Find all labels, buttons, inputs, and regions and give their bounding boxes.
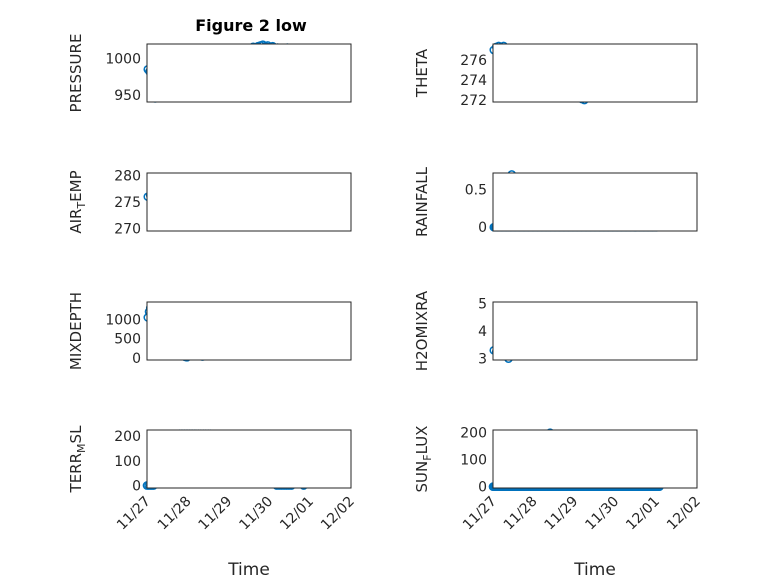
x-tick-label: 11/28 <box>501 494 541 534</box>
y-label-main: AIR <box>67 209 85 234</box>
y-tick-label: 500 <box>114 332 141 348</box>
y-label-subscript: T <box>75 202 88 210</box>
axes-frame <box>146 301 352 361</box>
x-tick-label: 12/02 <box>318 494 358 534</box>
y-label-tail: SL <box>67 425 85 444</box>
y-label-main: SUN <box>413 461 431 493</box>
y-axis-label: AIRTEMP <box>67 170 88 233</box>
y-tick-label: 200 <box>460 426 487 442</box>
axes-frame <box>146 429 352 489</box>
x-axis-label: Time <box>227 560 270 580</box>
y-tick-label: 1000 <box>105 312 141 328</box>
y-tick-label: 3 <box>478 352 487 368</box>
x-tick-label: 11/29 <box>196 494 236 534</box>
y-axis-label: RAINFALL <box>413 166 431 237</box>
x-tick-label: 11/27 <box>460 494 500 534</box>
y-label-main: THETA <box>413 48 431 98</box>
y-label-main: MIXDEPTH <box>67 292 85 370</box>
y-label-main: TERR <box>67 453 85 494</box>
axes-frame <box>492 301 698 361</box>
x-tick-label: 12/01 <box>277 494 317 534</box>
axes-mixdepth: 0 500 1000 MIXDEPTH <box>67 292 352 370</box>
y-tick-label: 5 <box>478 296 487 312</box>
axes-frame <box>146 172 352 232</box>
y-tick-label: 0 <box>478 480 487 496</box>
axes-pressure: 950 1000 PRESSURE <box>67 34 352 113</box>
x-tick-label: 11/27 <box>114 494 154 534</box>
y-tick-label: 272 <box>460 93 487 109</box>
y-tick-label: 100 <box>114 454 141 470</box>
y-axis-label: THETA <box>413 48 431 98</box>
axes-frame <box>492 172 698 232</box>
y-tick-label: 0 <box>132 479 141 495</box>
y-tick-label: 270 <box>114 221 141 237</box>
axes-h2omixra: 3 4 5 H2OMIXRA <box>413 290 698 371</box>
y-axis-label: MIXDEPTH <box>67 292 85 370</box>
y-axis-label: TERRMSL <box>67 425 88 494</box>
y-tick-label: 1000 <box>105 52 141 68</box>
x-tick-label: 11/29 <box>542 494 582 534</box>
axes-frame <box>492 429 698 489</box>
x-tick-label: 11/30 <box>236 494 276 534</box>
y-label-main: RAINFALL <box>413 166 431 237</box>
y-tick-label: 280 <box>114 169 141 185</box>
y-label-tail: EMP <box>67 170 85 201</box>
x-tick-label: 11/28 <box>155 494 195 534</box>
y-tick-label: 100 <box>460 453 487 469</box>
axes-air_temp: 270 275 280 AIRTEMP <box>67 169 352 237</box>
y-tick-label: 4 <box>478 324 487 340</box>
x-tick-label: 11/30 <box>582 494 622 534</box>
y-tick-label: 0.5 <box>465 183 487 199</box>
x-tick-label: 12/01 <box>623 494 663 534</box>
y-label-main: PRESSURE <box>67 34 85 113</box>
y-tick-label: 0 <box>132 351 141 367</box>
y-axis-label: H2OMIXRA <box>413 290 431 371</box>
axes-theta: 272 274 276 THETA <box>413 41 698 109</box>
axes-frame <box>492 43 698 103</box>
x-axis-label: Time <box>573 560 616 580</box>
y-label-tail: LUX <box>413 426 431 455</box>
y-tick-label: 200 <box>114 429 141 445</box>
axes-sun_flux: 0 100 200 SUNFLUX 11/27 11/28 11/29 11/30 12/01 1… <box>413 426 704 580</box>
y-axis-label: SUNFLUX <box>413 426 434 493</box>
y-tick-label: 274 <box>460 73 487 89</box>
x-tick-label: 12/02 <box>664 494 704 534</box>
axes-rainfall: 0 0.5 RAINFALL <box>413 166 698 237</box>
figure-title: Figure 2 low <box>195 16 307 35</box>
y-tick-label: 275 <box>114 195 141 211</box>
axes-frame <box>146 43 352 103</box>
y-tick-label: 0 <box>478 220 487 236</box>
axes-terr_msl: 0 100 200 TERRMSL 11/27 11/28 11/29 11/30 12/01 1… <box>67 425 358 580</box>
y-label-main: H2OMIXRA <box>413 290 431 371</box>
y-label-subscript: F <box>421 454 434 460</box>
y-label-subscript: M <box>75 443 88 453</box>
y-tick-label: 950 <box>114 88 141 104</box>
y-tick-label: 276 <box>460 53 487 69</box>
y-axis-label: PRESSURE <box>67 34 85 113</box>
